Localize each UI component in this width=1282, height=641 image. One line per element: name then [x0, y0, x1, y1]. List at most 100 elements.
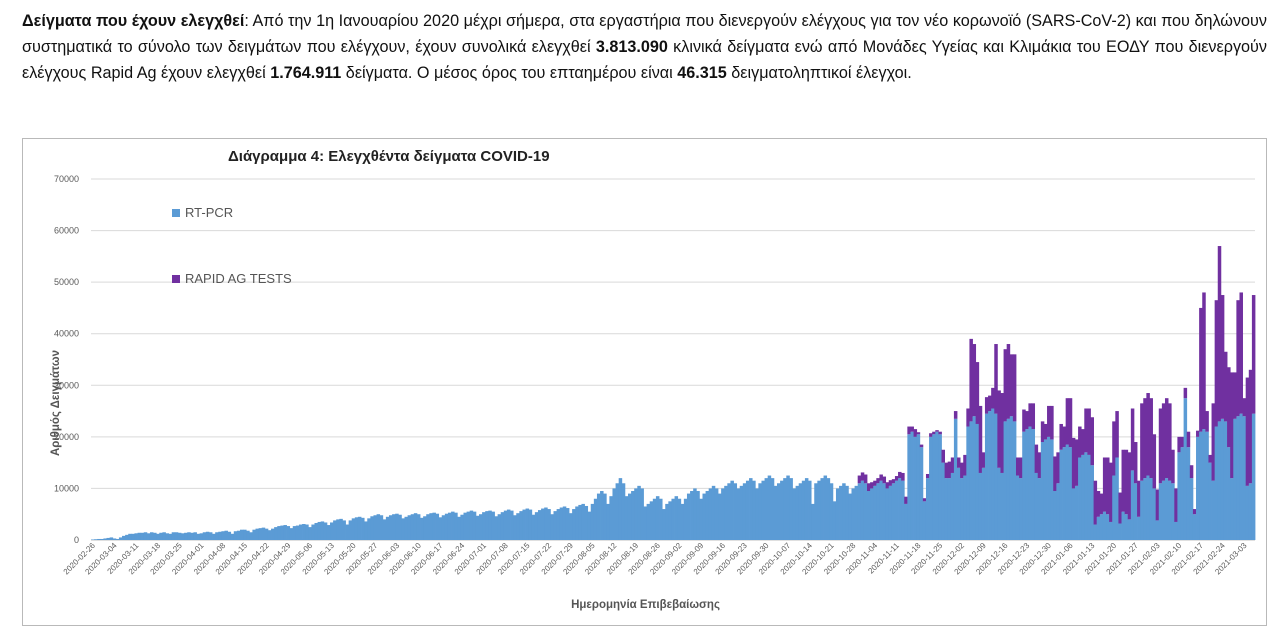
bar-rt-pcr — [274, 527, 278, 540]
bar-rt-pcr — [177, 532, 182, 540]
bar-rt-pcr — [615, 483, 620, 540]
bar-rt-pcr — [308, 527, 312, 540]
bar-rt-pcr — [876, 483, 880, 540]
bar-rt-pcr — [339, 518, 343, 540]
bar-rapid-ag — [857, 475, 862, 484]
bar-rt-pcr — [475, 515, 480, 540]
bar-rapid-ag — [997, 390, 1001, 468]
bar-rt-pcr — [600, 491, 604, 540]
bar-rt-pcr — [792, 488, 797, 540]
bar-rt-pcr — [376, 514, 381, 540]
bar-rt-pcr — [525, 508, 530, 540]
bar-rapid-ag — [988, 395, 992, 412]
bar-rt-pcr — [621, 483, 626, 540]
bar-rt-pcr — [326, 525, 331, 540]
bar-rt-pcr — [1050, 439, 1054, 540]
bar-rt-pcr — [451, 511, 455, 540]
bar-rt-pcr — [972, 416, 977, 540]
bar-rt-pcr — [267, 530, 272, 540]
bar-rt-pcr — [134, 533, 138, 540]
bar-rt-pcr — [333, 520, 337, 540]
bar-rapid-ag — [1006, 344, 1011, 419]
bar-rt-pcr — [488, 510, 492, 540]
summary-text-4: δειγματοληπτικοί έλεγχοι. — [726, 64, 912, 82]
bar-rt-pcr — [320, 521, 325, 540]
bar-rt-pcr — [1164, 478, 1169, 540]
bar-rt-pcr — [708, 488, 713, 540]
bar-rt-pcr — [975, 423, 980, 540]
bar-rt-pcr — [252, 529, 256, 540]
bar-rt-pcr — [783, 478, 787, 540]
bar-rapid-ag — [929, 433, 933, 437]
bar-rt-pcr — [345, 524, 350, 540]
legend-rapid-ag: RAPID AG TESTS — [172, 271, 292, 286]
bar-rt-pcr — [742, 483, 747, 540]
bar-rapid-ag — [1074, 439, 1079, 486]
bar-rapid-ag — [984, 397, 989, 414]
bar-rapid-ag — [1009, 354, 1014, 417]
bar-rapid-ag — [922, 498, 927, 502]
bar-rapid-ag — [1003, 349, 1008, 422]
bar-rt-pcr — [1245, 485, 1250, 540]
bar-rt-pcr — [205, 531, 210, 540]
bar-rt-pcr — [1155, 520, 1160, 540]
bar-rapid-ag — [1040, 421, 1045, 443]
bar-rt-pcr — [655, 496, 660, 540]
bar-rt-pcr — [1161, 480, 1166, 540]
bar-rt-pcr — [1031, 429, 1036, 540]
bar-rt-pcr — [913, 436, 918, 540]
bar-rt-pcr — [565, 508, 570, 540]
bar-rt-pcr — [233, 531, 238, 540]
bar-rt-pcr — [646, 503, 651, 540]
bar-rt-pcr — [736, 488, 741, 540]
bar-rt-pcr — [553, 511, 557, 540]
y-tick-label: 40000 — [54, 329, 79, 339]
bar-rapid-ag — [1000, 393, 1004, 473]
bar-rt-pcr — [569, 513, 573, 540]
bar-rt-pcr — [323, 522, 328, 540]
bar-rt-pcr — [1146, 475, 1150, 540]
bar-rt-pcr — [1140, 480, 1144, 540]
bar-rapid-ag — [1071, 437, 1076, 489]
bar-rapid-ag — [1053, 456, 1057, 492]
bar-rt-pcr — [388, 515, 393, 540]
bar-rt-pcr — [674, 496, 679, 540]
summary-paragraph: Δείγματα που έχουν ελεγχθεί: Από την 1η … — [22, 8, 1267, 86]
bar-rt-pcr — [578, 504, 582, 540]
bar-rt-pcr — [382, 519, 387, 540]
bar-rt-pcr — [1211, 480, 1216, 540]
bar-rt-pcr — [1009, 416, 1014, 540]
bar-rt-pcr — [534, 512, 539, 540]
bar-rapid-ag — [1161, 403, 1166, 481]
bar-rt-pcr — [988, 411, 992, 540]
bar-rt-pcr — [749, 478, 753, 540]
bar-rt-pcr — [823, 475, 828, 540]
bar-rt-pcr — [354, 517, 359, 540]
bar-rt-pcr — [820, 478, 824, 540]
bar-rt-pcr — [640, 488, 644, 540]
bar-rt-pcr — [472, 511, 477, 540]
bar-rt-pcr — [581, 503, 585, 540]
bar-rt-pcr — [1025, 429, 1029, 540]
bar-rt-pcr — [171, 532, 176, 540]
bar-rt-pcr — [1248, 483, 1253, 540]
bar-rt-pcr — [494, 516, 499, 540]
bar-rt-pcr — [330, 522, 334, 540]
rapid-total: 1.764.911 — [270, 64, 342, 82]
bar-rt-pcr — [118, 537, 123, 540]
x-axis-title: Ημερομηνία Επιβεβαίωσης — [571, 599, 720, 611]
bar-rapid-ag — [1140, 403, 1144, 481]
bar-rt-pcr — [1251, 413, 1256, 540]
bar-rapid-ag — [1158, 408, 1163, 484]
bar-rt-pcr — [1074, 485, 1079, 540]
bar-rt-pcr — [156, 533, 160, 540]
bar-rt-pcr — [482, 512, 486, 540]
bar-rt-pcr — [1047, 436, 1051, 540]
bar-rapid-ag — [1199, 307, 1203, 432]
bar-rapid-ag — [888, 480, 893, 486]
bar-rt-pcr — [112, 538, 117, 540]
bar-rt-pcr — [957, 467, 961, 540]
bar-rt-pcr — [1015, 475, 1020, 540]
bar-rt-pcr — [1168, 480, 1172, 540]
legend-swatch-rapid-ag — [172, 275, 180, 283]
